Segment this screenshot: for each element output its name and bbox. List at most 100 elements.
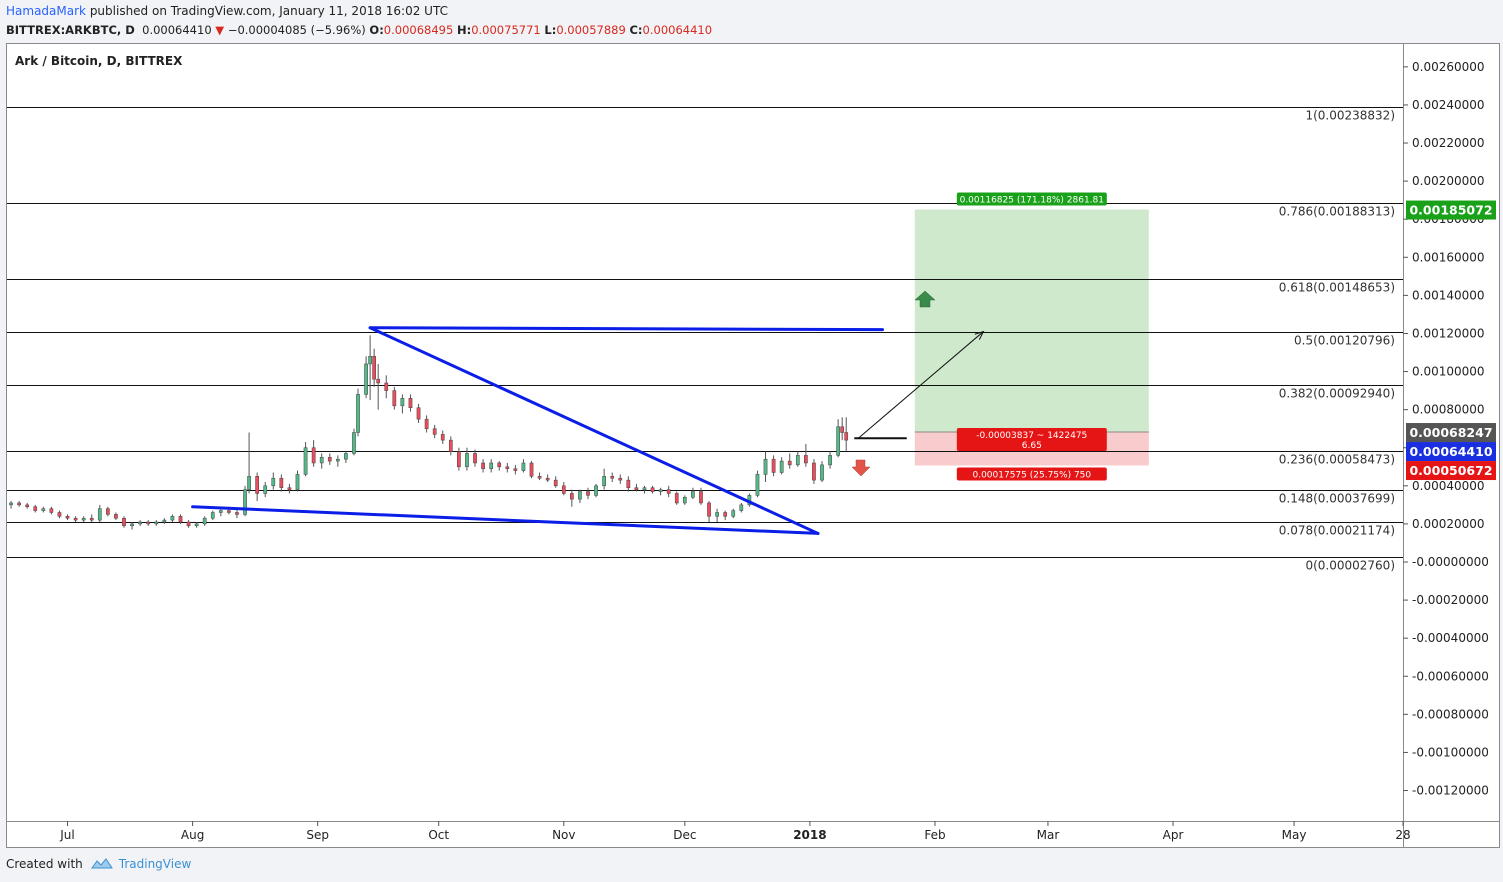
bull-candle xyxy=(489,462,494,469)
fib-level-label: 0.5(0.00120796) xyxy=(1294,334,1395,348)
bull-candle xyxy=(194,523,199,527)
bear-candle xyxy=(840,426,845,433)
fib-level-label: 0.236(0.00058473) xyxy=(1279,453,1395,467)
x-tick-label: Apr xyxy=(1163,828,1184,842)
bull-candle xyxy=(352,432,356,454)
x-tick-label: Sep xyxy=(306,828,329,842)
bear-candle xyxy=(17,502,21,506)
bear-candle xyxy=(122,517,126,527)
price-badge-text: 0.00185072 xyxy=(1409,203,1492,218)
high-label: H: xyxy=(456,23,472,37)
bull-candle xyxy=(465,453,469,468)
change-value: −0.00004085 (−5.96%) xyxy=(227,23,366,37)
trendline xyxy=(368,326,885,332)
bear-candle xyxy=(432,428,437,435)
y-tick-label: 0.00220000 xyxy=(1412,136,1485,150)
bull-candle xyxy=(97,508,102,521)
high-value: 0.00075771 xyxy=(471,23,541,37)
y-tick-label: -0.00060000 xyxy=(1412,669,1489,683)
bear-candle xyxy=(146,521,151,525)
bull-candle xyxy=(836,426,840,456)
bear-candle xyxy=(279,477,284,488)
x-tick-label: Dec xyxy=(673,828,696,842)
price-badge-red xyxy=(1406,461,1496,481)
y-tick-label: 0.00020000 xyxy=(1412,517,1485,531)
close-label: C: xyxy=(629,23,643,37)
bear-candle xyxy=(634,487,639,490)
trendline xyxy=(368,326,820,535)
target-zone xyxy=(914,209,1149,433)
center-label: 6.65 xyxy=(1022,441,1042,451)
bull-candle xyxy=(795,455,800,466)
fib-level-label: 1(0.00238832) xyxy=(1305,109,1395,123)
footer: Created with TradingView xyxy=(6,857,191,871)
bear-candle xyxy=(529,462,534,477)
x-tick-label: Oct xyxy=(428,828,449,842)
bull-candle xyxy=(364,363,368,395)
low-value: 0.00057889 xyxy=(556,23,626,37)
bull-candle xyxy=(820,464,824,481)
publish-info: HamadaMark published on TradingView.com,… xyxy=(6,4,448,18)
bear-candle xyxy=(57,512,62,517)
bull-candle xyxy=(130,523,134,527)
y-tick-label: -0.00080000 xyxy=(1412,707,1489,721)
price-badge-green xyxy=(1406,200,1496,220)
low-label: L: xyxy=(544,23,557,37)
bear-candle xyxy=(372,356,377,380)
bear-candle xyxy=(49,508,54,513)
author-link[interactable]: HamadaMark xyxy=(6,4,86,18)
bull-candle xyxy=(715,512,719,517)
center-label: -0.00003837 ~ 1422475 xyxy=(976,431,1087,441)
last-price: 0.00064410 xyxy=(142,23,212,37)
bear-candle xyxy=(505,466,510,469)
y-tick-label: -0.00120000 xyxy=(1412,784,1489,798)
bear-candle xyxy=(89,517,94,521)
bull-candle xyxy=(210,512,215,519)
target-label-bg xyxy=(956,192,1107,206)
x-tick-label: Nov xyxy=(552,828,575,842)
fib-level-label: 0(0.00002760) xyxy=(1305,559,1395,573)
fib-level-label: 0.382(0.00092940) xyxy=(1279,387,1395,401)
bear-candle xyxy=(376,378,381,384)
y-tick-label: -0.00020000 xyxy=(1412,593,1489,607)
bull-candle xyxy=(642,487,647,490)
bear-candle xyxy=(610,476,615,479)
price-badge-text: 0.00068247 xyxy=(1409,425,1492,440)
bull-candle xyxy=(682,497,687,504)
y-tick-label: -0.00100000 xyxy=(1412,745,1489,759)
bear-candle xyxy=(473,453,477,464)
bull-candle xyxy=(81,517,86,521)
bear-candle xyxy=(287,487,292,490)
bull-candle xyxy=(243,489,247,515)
bear-candle xyxy=(65,516,70,519)
bear-candle xyxy=(392,390,397,407)
bull-candle xyxy=(41,508,46,511)
bull-candle xyxy=(356,394,360,433)
publish-text: published on TradingView.com, January 11… xyxy=(89,4,448,18)
chart-frame[interactable] xyxy=(6,43,1500,848)
bear-candle xyxy=(586,491,590,496)
bull-candle xyxy=(162,519,167,523)
y-tick-label: 0.00120000 xyxy=(1412,326,1485,340)
bear-candle xyxy=(497,462,502,468)
tradingview-link[interactable]: TradingView xyxy=(118,857,192,871)
bear-candle xyxy=(699,491,703,504)
bull-candle xyxy=(368,356,372,365)
bull-candle xyxy=(521,462,526,471)
bear-candle xyxy=(570,493,574,500)
bull-candle xyxy=(9,502,13,506)
down-triangle-icon: ▼ xyxy=(215,23,225,37)
close-value: 0.00064410 xyxy=(642,23,713,37)
symbol-label: BITTREX:ARKBTC, D xyxy=(6,23,135,37)
y-tick-label: 0.00080000 xyxy=(1412,403,1485,417)
tradingview-logo-icon xyxy=(90,858,113,869)
y-tick-label: 0.00100000 xyxy=(1412,365,1485,379)
x-tick-label: Feb xyxy=(924,828,945,842)
bear-candle xyxy=(707,502,711,517)
bear-candle xyxy=(416,407,421,420)
bear-candle xyxy=(457,451,461,468)
bull-candle xyxy=(138,521,142,525)
bear-candle xyxy=(844,432,849,441)
bear-candle xyxy=(666,489,671,494)
